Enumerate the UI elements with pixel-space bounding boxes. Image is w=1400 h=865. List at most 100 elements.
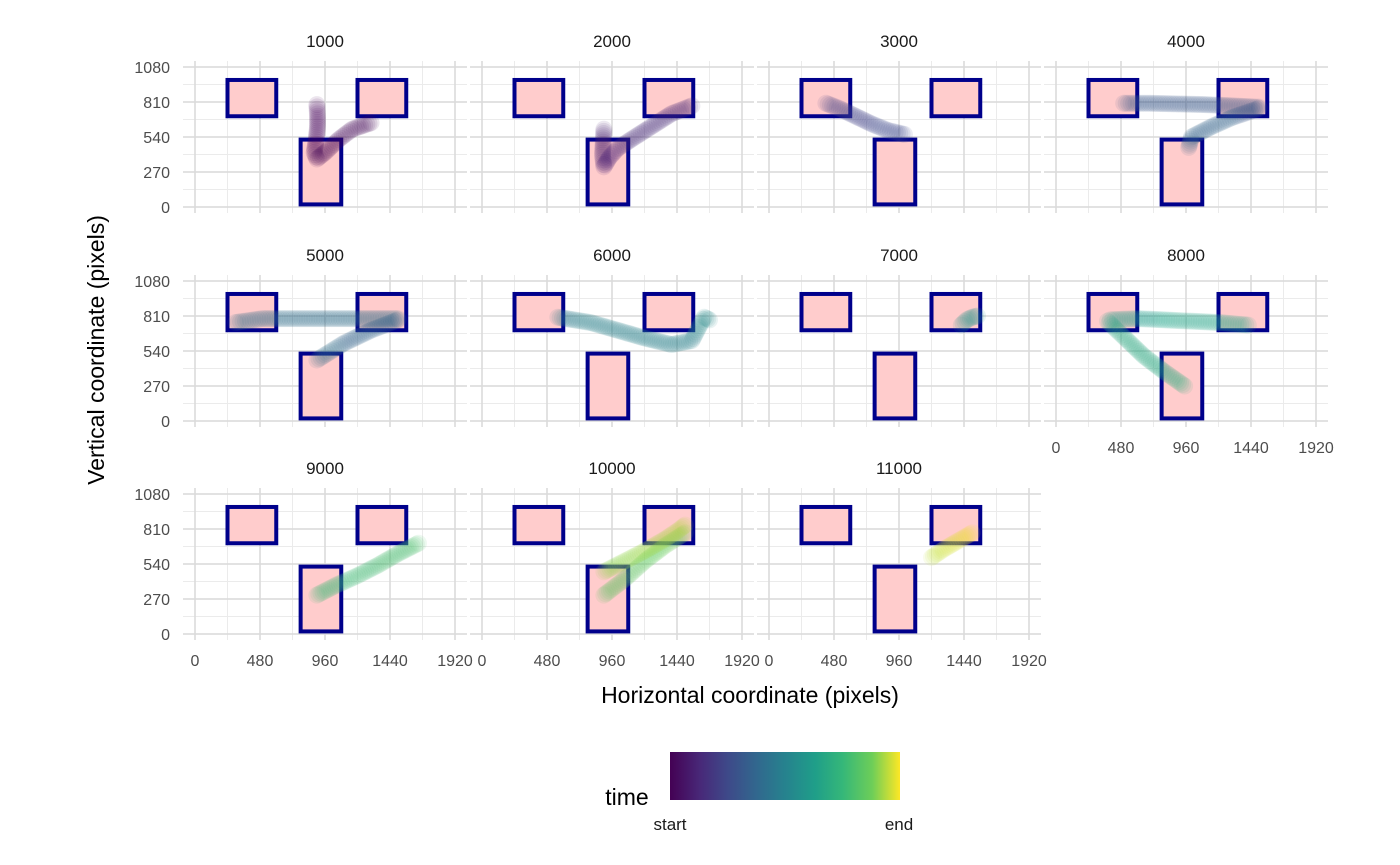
gaze-point xyxy=(610,138,628,156)
gaze-point xyxy=(312,348,330,366)
gaze-point xyxy=(320,580,338,598)
gaze-point xyxy=(1234,105,1252,123)
gaze-point xyxy=(1223,109,1241,127)
gaze-point xyxy=(389,545,407,563)
gaze-point xyxy=(249,310,267,328)
gaze-point xyxy=(308,96,326,114)
gaze-point xyxy=(1219,314,1237,332)
gaze-point xyxy=(863,115,881,133)
gaze-point xyxy=(636,552,653,570)
gaze-point xyxy=(595,120,613,138)
gaze-point xyxy=(389,310,407,328)
gaze-point xyxy=(593,317,611,335)
gaze-point xyxy=(1132,94,1150,112)
gaze-point xyxy=(563,311,581,329)
gaze-point xyxy=(1129,94,1147,112)
gaze-point xyxy=(266,310,284,328)
gaze-point xyxy=(620,325,638,342)
gaze-point xyxy=(310,310,328,328)
gaze-point xyxy=(1101,311,1119,329)
gaze-point xyxy=(1144,354,1162,372)
gaze-point xyxy=(685,327,703,345)
aoi-box xyxy=(298,351,344,421)
gaze-point xyxy=(647,332,665,350)
gaze-point xyxy=(1195,313,1213,331)
panel-strip-label: 4000 xyxy=(1167,32,1205,51)
gaze-point xyxy=(1111,324,1129,342)
gaze-point xyxy=(1203,118,1221,136)
gaze-point xyxy=(607,557,625,575)
gaze-point xyxy=(1219,111,1237,129)
gaze-point xyxy=(1237,104,1255,122)
gaze-point xyxy=(1128,310,1146,328)
gaze-point xyxy=(291,310,309,328)
gaze-point xyxy=(1150,311,1168,329)
gaze-point xyxy=(650,112,668,130)
gaze-point xyxy=(868,117,886,135)
aoi-box xyxy=(642,291,696,333)
gaze-point xyxy=(1177,312,1195,330)
panel-strip-label: 11000 xyxy=(876,459,922,478)
legend: time start end xyxy=(605,752,913,834)
gaze-point xyxy=(826,98,844,116)
gaze-point xyxy=(891,124,909,142)
gaze-point xyxy=(845,106,863,124)
gaze-point xyxy=(558,310,576,328)
y-tick-label: 270 xyxy=(143,379,170,396)
gaze-point xyxy=(574,312,592,330)
gaze-point xyxy=(1127,339,1145,357)
gaze-point xyxy=(595,155,613,173)
gaze-point xyxy=(1200,313,1218,331)
gaze-point xyxy=(596,156,614,174)
gaze-point xyxy=(1133,346,1151,364)
gaze-point xyxy=(314,583,332,601)
aoi-box xyxy=(225,291,279,333)
gaze-point xyxy=(358,323,376,341)
gaze-point xyxy=(345,329,363,347)
gaze-point xyxy=(658,529,676,547)
gaze-point xyxy=(656,334,674,352)
gaze-point xyxy=(594,138,612,156)
gaze-point xyxy=(340,310,358,328)
gaze-point xyxy=(642,331,660,349)
gaze-point xyxy=(241,311,259,329)
gaze-point xyxy=(1196,96,1214,114)
gaze-point xyxy=(638,120,656,138)
gaze-point xyxy=(699,310,717,328)
gaze-point xyxy=(1207,313,1225,331)
aoi-box xyxy=(225,77,279,119)
gaze-point xyxy=(622,325,640,343)
gaze-point xyxy=(648,543,666,561)
aoi-box xyxy=(929,77,983,119)
gaze-point xyxy=(597,562,615,580)
aoi-box xyxy=(872,137,918,207)
gaze-point xyxy=(246,311,264,329)
gaze-point xyxy=(595,122,613,140)
gaze-point xyxy=(626,326,644,344)
gaze-point xyxy=(594,135,612,153)
gaze-point xyxy=(634,554,652,572)
gaze-point xyxy=(305,310,323,328)
gaze-point xyxy=(607,141,625,159)
x-tick-label: 1440 xyxy=(659,653,695,670)
gaze-point xyxy=(1152,95,1170,113)
gaze-point xyxy=(1104,311,1122,329)
gaze-point xyxy=(347,310,365,328)
gaze-point xyxy=(1130,342,1148,360)
gaze-point xyxy=(936,539,954,557)
aoi-box xyxy=(512,504,566,546)
gaze-point xyxy=(923,549,940,567)
gaze-point xyxy=(358,115,376,133)
gaze-point xyxy=(1174,95,1192,113)
y-tick-label: 810 xyxy=(143,522,170,539)
gaze-point xyxy=(649,332,667,350)
gaze-point xyxy=(306,141,324,159)
gaze-point xyxy=(683,332,701,350)
gaze-point xyxy=(403,537,421,555)
gaze-point xyxy=(613,553,631,571)
aoi-box xyxy=(872,564,918,634)
gaze-point xyxy=(658,536,676,554)
gaze-point xyxy=(624,562,642,580)
gaze-point xyxy=(942,536,960,554)
